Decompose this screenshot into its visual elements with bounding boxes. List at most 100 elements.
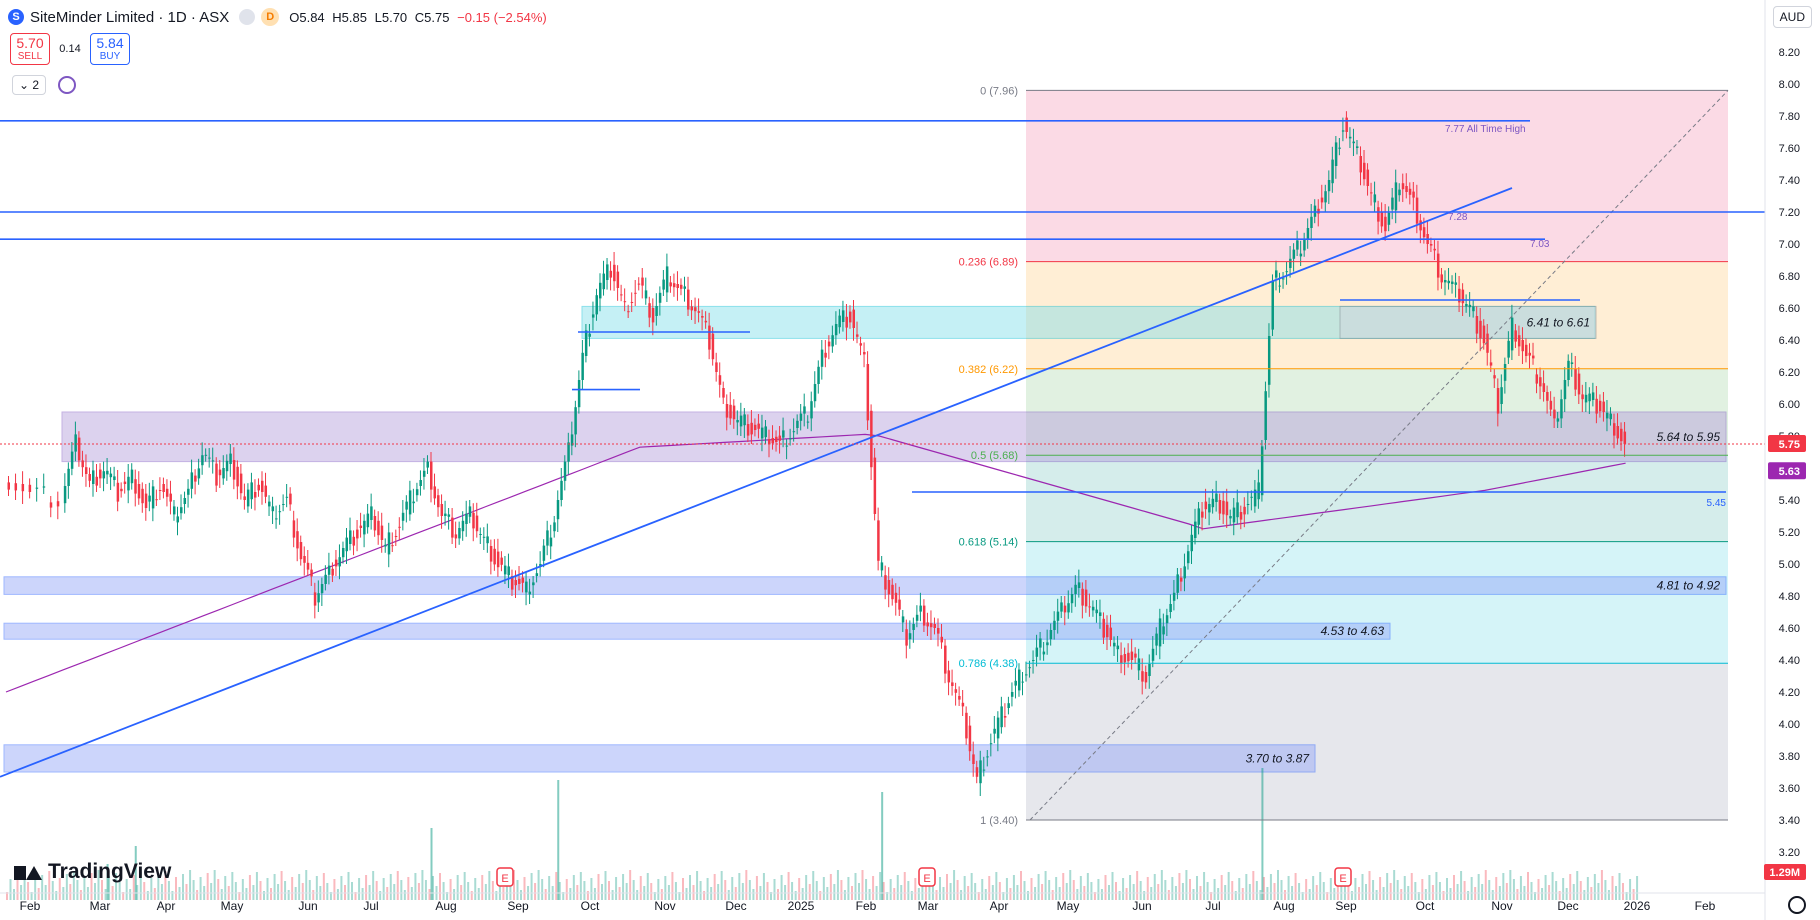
volume-bar bbox=[491, 881, 494, 900]
candle-body bbox=[1503, 364, 1507, 381]
candle-body bbox=[609, 270, 613, 278]
volume-bar bbox=[361, 888, 364, 900]
candle-body bbox=[718, 375, 722, 385]
volume-bar bbox=[576, 885, 579, 900]
candle-body bbox=[116, 482, 120, 502]
volume-bar bbox=[755, 876, 758, 900]
candle-body bbox=[655, 306, 658, 316]
candle-body bbox=[979, 760, 982, 784]
volume-bar bbox=[488, 871, 491, 900]
volume-bar bbox=[1488, 880, 1491, 900]
volume-bar bbox=[1213, 879, 1216, 900]
candle-body bbox=[905, 629, 908, 646]
y-tick-label: 7.40 bbox=[1779, 175, 1800, 187]
volume-bar bbox=[129, 889, 132, 900]
volume-bar bbox=[319, 886, 322, 900]
candle-body bbox=[1588, 393, 1591, 402]
fib-trend-line bbox=[1029, 90, 1729, 821]
candle-body bbox=[891, 584, 894, 600]
candle-body bbox=[1183, 566, 1186, 579]
volume-bar bbox=[812, 871, 815, 900]
volume-bar bbox=[1636, 876, 1639, 900]
y-tick-label: 7.80 bbox=[1779, 111, 1800, 123]
y-tick-label: 5.00 bbox=[1779, 559, 1800, 571]
volume-bar bbox=[995, 872, 998, 900]
volume-bar bbox=[1203, 872, 1206, 900]
fib-label-0.618: 0.618 (5.14) bbox=[959, 537, 1018, 549]
volume-spike bbox=[557, 780, 560, 900]
volume-bar bbox=[1368, 871, 1371, 900]
volume-bar bbox=[643, 886, 646, 900]
volume-bar bbox=[1470, 877, 1473, 900]
volume-bar bbox=[358, 878, 361, 900]
candle-body bbox=[648, 303, 651, 318]
zone-label-2: 4.81 to 4.92 bbox=[1657, 579, 1721, 593]
volume-bar bbox=[921, 874, 924, 900]
volume-bar bbox=[625, 883, 628, 900]
volume-bar bbox=[1076, 889, 1079, 900]
candle-body bbox=[377, 520, 380, 536]
candle-body bbox=[243, 496, 246, 500]
y-tick-label: 3.60 bbox=[1779, 783, 1800, 795]
candle-body bbox=[1260, 446, 1264, 496]
candle-body bbox=[863, 352, 866, 355]
candle-body bbox=[1479, 320, 1482, 339]
volume-bar bbox=[858, 883, 860, 900]
candle-body bbox=[1271, 280, 1274, 330]
volume-bar bbox=[516, 880, 519, 900]
candle-body bbox=[838, 315, 841, 328]
volume-bar bbox=[541, 879, 544, 900]
volume-bar bbox=[731, 877, 734, 900]
candle-body bbox=[947, 670, 951, 683]
volume-bar bbox=[203, 886, 206, 900]
symbol-title[interactable]: SiteMinder Limited · 1D · ASX bbox=[30, 8, 230, 26]
volume-bar bbox=[1312, 876, 1315, 900]
buy-button[interactable]: 5.84 BUY bbox=[90, 33, 130, 65]
candle-body bbox=[750, 422, 753, 435]
volume-bar bbox=[882, 882, 885, 900]
volume-bar bbox=[773, 879, 776, 900]
volume-bar bbox=[498, 877, 501, 900]
volume-bar bbox=[646, 873, 649, 900]
sell-button[interactable]: 5.70 SELL bbox=[10, 33, 50, 65]
candle-body bbox=[817, 366, 820, 384]
candle-body bbox=[627, 311, 630, 313]
volume-bar bbox=[1597, 883, 1600, 900]
volume-bar bbox=[280, 871, 283, 900]
candle-body bbox=[1574, 368, 1577, 390]
volume-bar bbox=[601, 884, 603, 900]
spread-value: 0.14 bbox=[59, 43, 81, 55]
candle-body bbox=[1229, 516, 1232, 519]
collapse-indicators-button[interactable]: ⌄ 2 bbox=[12, 75, 47, 95]
y-tick-label: 4.40 bbox=[1779, 655, 1800, 667]
currency-select[interactable]: AUD bbox=[1772, 6, 1812, 28]
volume-bar bbox=[622, 874, 625, 900]
volume-bar bbox=[949, 883, 952, 900]
candle-body bbox=[725, 404, 729, 418]
chart-settings-icon[interactable] bbox=[1788, 896, 1806, 914]
volume-bar bbox=[1280, 880, 1283, 900]
volume-bar bbox=[1185, 870, 1188, 900]
candle-body bbox=[1514, 330, 1517, 342]
candle-body bbox=[1148, 664, 1151, 676]
candle-body bbox=[1155, 633, 1158, 646]
candle-body bbox=[1010, 692, 1014, 697]
candle-body bbox=[264, 485, 268, 497]
volume-bar bbox=[1255, 881, 1258, 900]
candle-body bbox=[1017, 669, 1021, 691]
candle-body bbox=[49, 502, 53, 508]
candle-body bbox=[1458, 288, 1461, 303]
candle-body bbox=[944, 645, 947, 674]
candle-body bbox=[630, 302, 634, 303]
candle-body bbox=[1169, 604, 1172, 612]
candle-body bbox=[898, 599, 901, 610]
candle-body bbox=[1584, 394, 1588, 403]
sync-icon[interactable] bbox=[58, 76, 77, 94]
candle-body bbox=[641, 277, 644, 286]
candle-body bbox=[1246, 504, 1250, 505]
volume-bar bbox=[1460, 871, 1463, 900]
volume-bar bbox=[946, 874, 948, 900]
candle-body bbox=[180, 507, 183, 514]
candle-body bbox=[345, 537, 348, 552]
